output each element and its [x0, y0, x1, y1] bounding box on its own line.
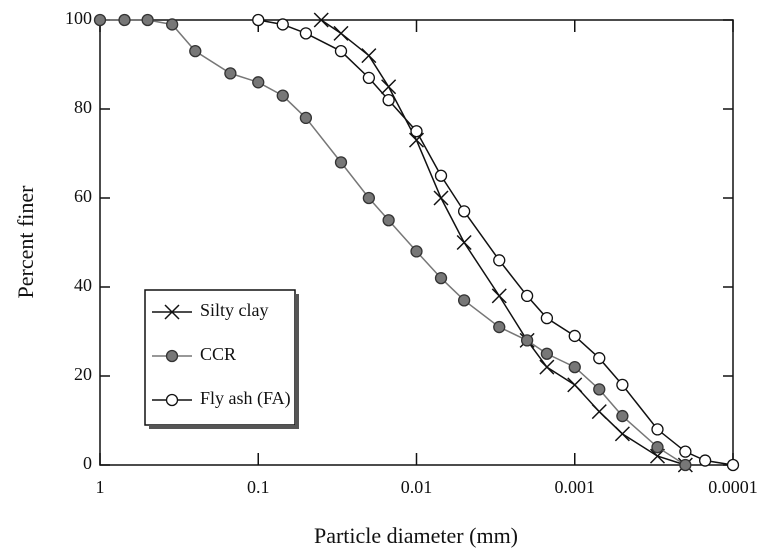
series-line	[258, 19, 734, 466]
marker	[520, 334, 534, 347]
marker	[141, 13, 154, 27]
x-tick-label: 0.0001	[708, 477, 758, 497]
marker	[276, 89, 289, 102]
marker	[491, 288, 507, 304]
legend-marker	[164, 304, 180, 320]
marker	[520, 289, 534, 303]
marker	[334, 45, 348, 58]
y-tick-label: 80	[74, 97, 92, 117]
marker	[616, 378, 629, 392]
legend-shadow	[149, 425, 299, 429]
marker	[252, 13, 265, 27]
marker	[276, 18, 289, 31]
marker	[567, 377, 583, 393]
y-tick-label: 20	[74, 364, 92, 384]
marker	[362, 191, 376, 205]
marker	[649, 448, 666, 464]
marker	[434, 271, 448, 285]
legend-shadow	[295, 294, 299, 429]
marker	[434, 169, 448, 182]
legend-label: Fly ash (FA)	[200, 388, 291, 409]
marker	[493, 254, 506, 267]
marker	[313, 12, 329, 28]
marker	[679, 458, 692, 472]
marker	[252, 76, 265, 89]
marker	[679, 445, 692, 458]
x-tick-label: 0.1	[247, 477, 270, 497]
legend-marker	[165, 349, 179, 363]
marker	[457, 205, 471, 218]
marker	[118, 13, 131, 27]
marker	[456, 234, 472, 251]
legend-label: CCR	[200, 344, 236, 364]
marker	[408, 132, 425, 148]
marker	[410, 125, 423, 138]
marker	[726, 458, 740, 472]
marker	[381, 79, 397, 95]
x-tick-label: 0.01	[401, 477, 433, 497]
y-tick-label: 40	[74, 275, 92, 295]
marker	[382, 214, 395, 227]
marker	[540, 347, 554, 360]
marker	[361, 48, 377, 64]
marker	[166, 18, 179, 31]
marker	[651, 423, 664, 436]
legend-marker	[165, 393, 179, 407]
y-axis-title: Percent finer	[13, 185, 38, 299]
y-tick-label: 60	[74, 186, 92, 206]
marker	[651, 441, 664, 454]
marker	[540, 311, 554, 325]
marker	[299, 27, 313, 40]
marker	[433, 190, 449, 206]
legend-label: Silty clay	[200, 300, 269, 320]
marker	[593, 352, 606, 365]
marker	[593, 383, 606, 396]
marker	[457, 294, 471, 307]
marker	[334, 156, 348, 169]
y-tick-label: 0	[83, 453, 92, 473]
x-tick-label: 1	[96, 477, 105, 497]
marker	[93, 13, 107, 27]
marker	[539, 359, 555, 375]
marker	[614, 426, 630, 442]
marker	[568, 329, 581, 343]
marker	[568, 360, 581, 374]
marker	[493, 320, 506, 334]
marker	[189, 45, 202, 58]
marker	[616, 409, 629, 423]
x-tick-label: 0.001	[555, 477, 596, 497]
marker	[410, 245, 423, 258]
x-axis-title: Particle diameter (mm)	[314, 523, 518, 548]
marker	[698, 454, 712, 467]
marker	[333, 25, 349, 41]
marker	[591, 404, 607, 420]
marker	[362, 71, 376, 84]
y-tick-label: 100	[65, 8, 92, 28]
marker	[382, 93, 395, 107]
marker	[224, 67, 237, 80]
marker	[299, 111, 313, 125]
